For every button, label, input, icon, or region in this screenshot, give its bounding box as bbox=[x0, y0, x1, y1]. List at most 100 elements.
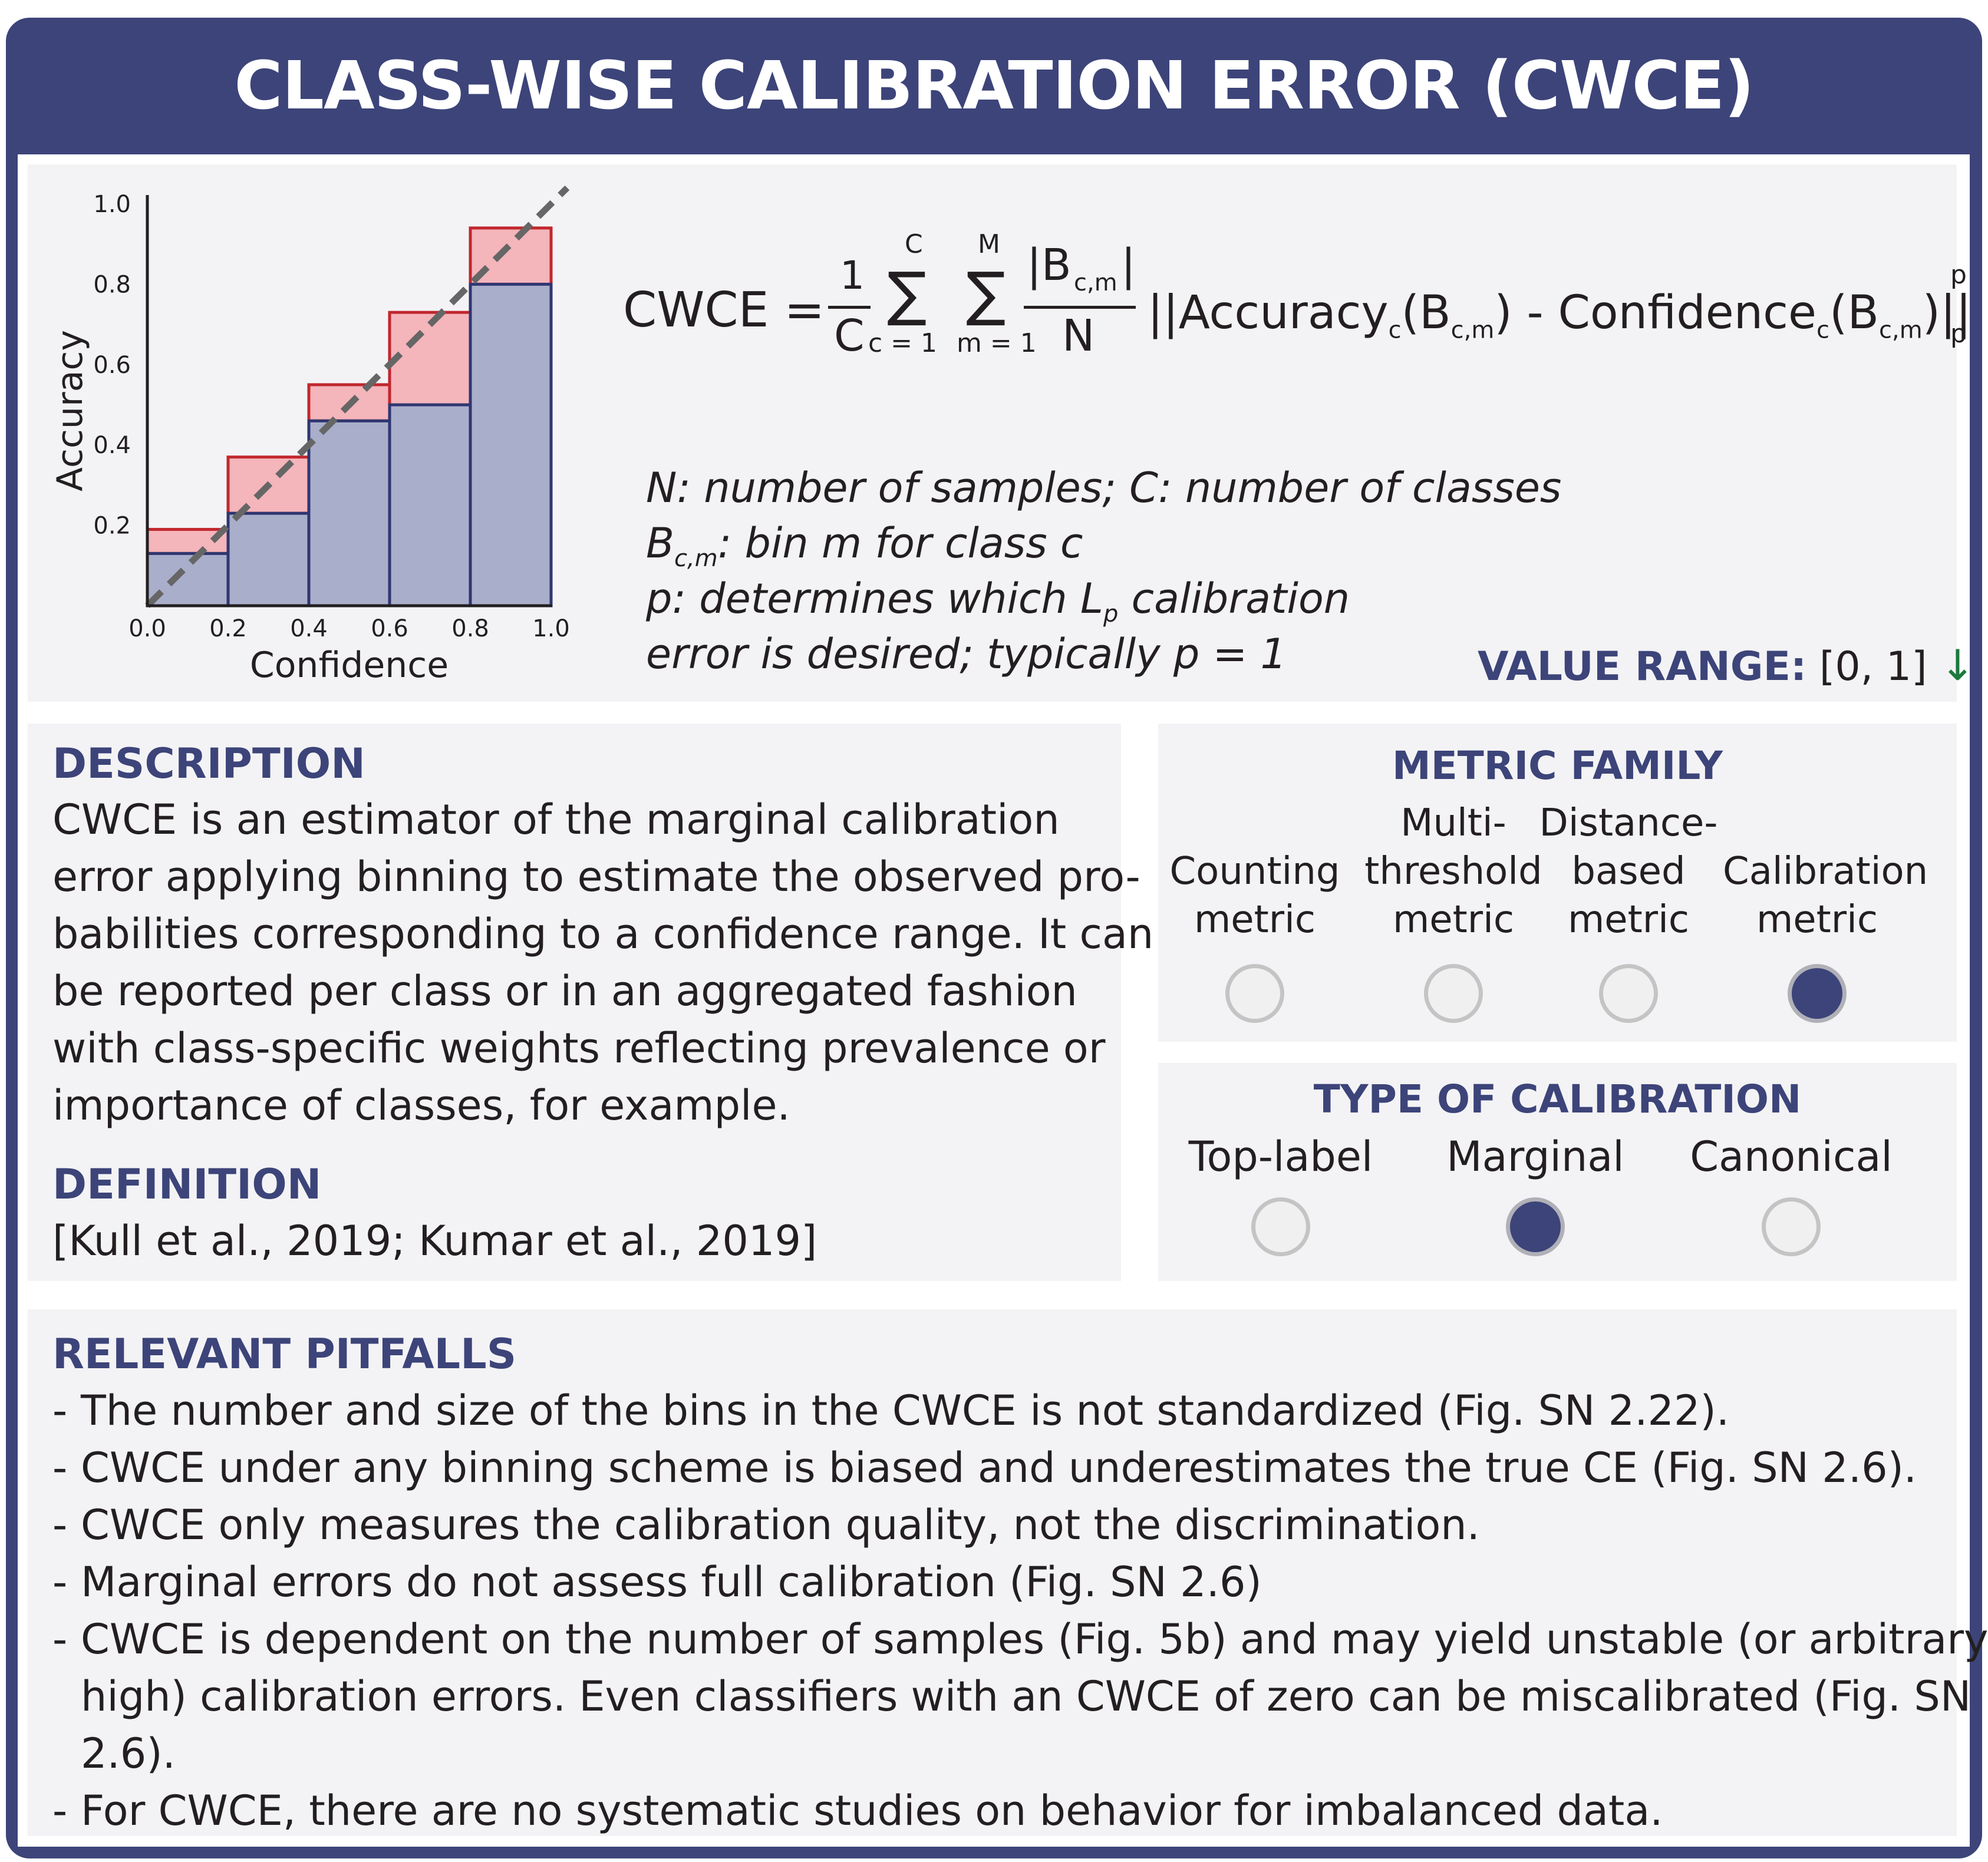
calibration-type-option-label: Marginal bbox=[1446, 1133, 1624, 1181]
description-heading: DESCRIPTION bbox=[52, 739, 365, 788]
radio-selected[interactable] bbox=[1506, 1197, 1565, 1256]
sum-bin-lower: m = 1 bbox=[957, 328, 1037, 358]
metric-family-option-label: Multi-threshold metric bbox=[1359, 799, 1548, 944]
metric-family-option-line: metric bbox=[1194, 898, 1316, 942]
bullet-dash: - bbox=[52, 1558, 68, 1606]
x-tick-label-4: 0.8 bbox=[451, 615, 489, 642]
norm-open: || bbox=[1148, 286, 1179, 339]
chart-formula-panel: 0.0 0.2 0.4 0.6 0.8 1.0 0.2 0.4 0.6 0.8 1.0 Confide… bbox=[28, 164, 1976, 702]
sum-bin-upper: M bbox=[978, 229, 1000, 259]
calibration-type-option-label: Top-label bbox=[1188, 1133, 1373, 1181]
legend-bin-symbol: B bbox=[646, 519, 675, 567]
definition-text: [Kull et al., 2019; Kumar et al., 2019] bbox=[52, 1217, 817, 1265]
confidence-arg-subscript: c,m bbox=[1878, 316, 1923, 344]
pitfall-text: CWCE under any binning scheme is biased … bbox=[81, 1444, 1917, 1492]
sum-class-sigma: ∑ bbox=[887, 259, 927, 328]
legend-p-rest: calibration bbox=[1118, 575, 1350, 623]
accuracy-bar-3 bbox=[307, 419, 391, 608]
confidence-arg-open: (B bbox=[1829, 286, 1879, 339]
fraction-denominator: C bbox=[834, 311, 865, 361]
fraction-bar bbox=[828, 306, 871, 309]
pitfall-text: CWCE only measures the calibration quali… bbox=[81, 1501, 1480, 1549]
bullet-dash: - bbox=[52, 1501, 68, 1549]
bin-fraction-bar bbox=[1024, 306, 1136, 309]
accuracy-bar-5 bbox=[469, 282, 553, 608]
down-arrow-icon: ↓ bbox=[1940, 641, 1976, 690]
metric-family-option-line: Distance- bbox=[1539, 801, 1718, 845]
confidence-arg-close: ) bbox=[1922, 286, 1941, 339]
y-tick-label-2: 0.6 bbox=[93, 352, 131, 379]
radio-unselected[interactable] bbox=[1251, 1197, 1310, 1256]
metric-family-option-line: Calibration bbox=[1723, 850, 1928, 893]
legend-line-1: N: number of samples; C: number of class… bbox=[646, 464, 1562, 512]
metric-family-option-line: metric bbox=[1567, 898, 1690, 942]
pitfall-text: Marginal errors do not assess full calib… bbox=[81, 1558, 1262, 1606]
card-title: CLASS-WISE CALIBRATION ERROR (CWCE) bbox=[234, 48, 1754, 124]
legend-line-2: Bc,m: bin m for class c bbox=[646, 516, 1083, 586]
y-tick-label-3: 0.8 bbox=[93, 271, 131, 298]
minus-sign: - bbox=[1512, 286, 1558, 339]
accuracy-arg-close: ) bbox=[1494, 286, 1512, 339]
x-axis-label: Confidence bbox=[250, 645, 449, 686]
description-line: error applying binning to estimate the o… bbox=[52, 853, 1140, 901]
metric-family-panel: METRIC FAMILY Counting metric Multi-thresh… bbox=[1158, 724, 1957, 1042]
reliability-diagram: 0.0 0.2 0.4 0.6 0.8 1.0 0.2 0.4 0.6 0.8 1.0 Confide… bbox=[50, 185, 570, 686]
radio-unselected[interactable] bbox=[1762, 1197, 1821, 1256]
norm-subscript: p bbox=[1950, 319, 1967, 349]
pitfall-line: - The number and size of the bins in the … bbox=[52, 1382, 1938, 1439]
pitfall-line: 2.6). bbox=[52, 1725, 1938, 1782]
value-range: VALUE RANGE: [0, 1] ↓ bbox=[1478, 642, 1976, 691]
metric-family-option-label: Distance-based metric bbox=[1534, 799, 1723, 944]
legend-bin-text: : bin m for class c bbox=[717, 519, 1083, 567]
radio-selected[interactable] bbox=[1788, 964, 1847, 1023]
bullet-dash: - bbox=[52, 1386, 68, 1435]
metric-family-option-line: based bbox=[1571, 850, 1686, 893]
radio-unselected[interactable] bbox=[1424, 964, 1483, 1023]
bin-size-subscript: c,m bbox=[1074, 269, 1117, 296]
pitfall-line: - CWCE only measures the calibration qual… bbox=[52, 1497, 1938, 1553]
calibration-type-panel: TYPE OF CALIBRATION Top-label Marginal Can… bbox=[1158, 1063, 1957, 1281]
pitfall-text: 2.6). bbox=[81, 1729, 176, 1778]
legend-p-subscript: p bbox=[1103, 600, 1119, 628]
x-tick-label-5: 1.0 bbox=[532, 615, 570, 642]
x-tick-label-0: 0.0 bbox=[128, 615, 166, 642]
pitfall-text: high) calibration errors. Even classifie… bbox=[81, 1672, 1971, 1721]
gap-bar-4 bbox=[388, 311, 472, 407]
pitfall-text: The number and size of the bins in the C… bbox=[81, 1386, 1730, 1435]
x-tick-label-2: 0.4 bbox=[290, 615, 328, 642]
legend-p-text: p: determines which L bbox=[646, 575, 1104, 623]
sum-class-lower: c = 1 bbox=[868, 328, 938, 358]
accuracy-subscript: c bbox=[1388, 316, 1402, 344]
bullet-dash: - bbox=[52, 1787, 68, 1835]
accuracy-bar-4 bbox=[388, 403, 472, 608]
value-range-label: VALUE RANGE: bbox=[1478, 643, 1807, 690]
bin-size-denominator: N bbox=[1062, 311, 1095, 361]
pitfall-line: - For CWCE, there are no systematic studi… bbox=[52, 1782, 1938, 1839]
description-line: babilities corresponding to a confidence… bbox=[52, 910, 1154, 958]
bin-size-close: | bbox=[1121, 240, 1136, 290]
radio-unselected[interactable] bbox=[1225, 964, 1284, 1023]
radio-unselected[interactable] bbox=[1599, 964, 1658, 1023]
description-panel: DESCRIPTION CWCE is an estimator of the … bbox=[28, 724, 1153, 1281]
description-line: with class-specific weights reflecting p… bbox=[52, 1024, 1106, 1072]
metric-family-option-line bbox=[1723, 799, 1911, 847]
norm-expression: ||Accuracyc(Bc,m) - Confidencec(Bc,m)|| bbox=[1148, 283, 1971, 360]
metric-family-option-label: Calibration metric bbox=[1723, 799, 1928, 944]
bullet-dash: - bbox=[52, 1615, 68, 1663]
accuracy-arg-open: (B bbox=[1401, 286, 1451, 339]
calibration-type-heading: TYPE OF CALIBRATION bbox=[1313, 1077, 1802, 1122]
pitfall-text: For CWCE, there are no systematic studie… bbox=[81, 1787, 1663, 1835]
perfect-calibration-line bbox=[145, 185, 570, 608]
pitfall-line: high) calibration errors. Even classifie… bbox=[52, 1668, 1971, 1725]
metric-family-option-line bbox=[1161, 799, 1349, 847]
y-tick-label-1: 0.4 bbox=[93, 432, 131, 459]
formula-lhs: CWCE = bbox=[623, 282, 825, 338]
y-axis-label: Accuracy bbox=[50, 330, 91, 491]
metric-family-option-line: metric bbox=[1392, 898, 1515, 942]
bin-size-open: |B bbox=[1027, 240, 1072, 290]
accuracy-term: Accuracy bbox=[1178, 286, 1389, 339]
metric-family-heading: METRIC FAMILY bbox=[1392, 743, 1723, 788]
x-tick-label-3: 0.6 bbox=[371, 615, 408, 642]
description-line: importance of classes, for example. bbox=[52, 1081, 790, 1130]
accuracy-bar-2 bbox=[226, 511, 311, 608]
